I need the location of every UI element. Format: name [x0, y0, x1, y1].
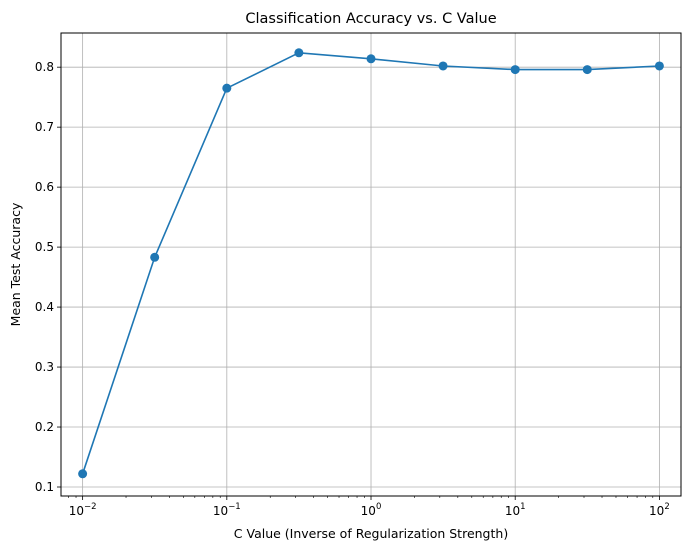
x-tick-exponent: −1 [228, 502, 241, 512]
x-tick-base: 10 [213, 504, 228, 518]
x-tick-base: 10 [361, 504, 376, 518]
x-tick-exponent: 0 [376, 502, 381, 512]
series [78, 48, 664, 479]
x-tick-base: 10 [649, 504, 664, 518]
data-point [438, 61, 448, 71]
x-axis: 10−2 10−1 100 101 102 [69, 496, 670, 518]
y-axis: 0.1 0.2 0.3 0.4 0.5 0.6 0.7 0.8 [35, 60, 61, 494]
plot-frame [60, 32, 682, 497]
x-tick-label: 102 [649, 502, 670, 518]
data-point [654, 61, 664, 71]
y-tick-label: 0.2 [35, 420, 54, 434]
data-point [510, 65, 520, 75]
y-tick-label: 0.1 [35, 480, 54, 494]
x-minor-ticks [68, 496, 654, 498]
data-point [222, 83, 232, 93]
data-point [294, 48, 304, 58]
data-point [582, 65, 592, 75]
x-tick-base: 10 [505, 504, 520, 518]
y-tick-label: 0.7 [35, 120, 54, 134]
y-tick-label: 0.8 [35, 60, 54, 74]
x-tick-label: 10−2 [69, 502, 97, 518]
x-tick-exponent: −2 [84, 502, 97, 512]
y-axis-label: Mean Test Accuracy [8, 202, 23, 326]
grid [61, 33, 681, 496]
data-point [366, 54, 376, 64]
x-tick-label: 10−1 [213, 502, 241, 518]
x-tick-exponent: 1 [520, 502, 525, 512]
y-tick-label: 0.3 [35, 360, 54, 374]
y-tick-label: 0.5 [35, 240, 54, 254]
chart-title: Classification Accuracy vs. C Value [245, 11, 496, 27]
x-tick-exponent: 2 [664, 502, 669, 512]
x-axis-label: C Value (Inverse of Regularization Stren… [234, 526, 508, 541]
data-point [150, 252, 160, 262]
y-tick-label: 0.4 [35, 300, 54, 314]
data-point [78, 469, 88, 479]
y-tick-label: 0.6 [35, 180, 54, 194]
x-tick-label: 101 [505, 502, 526, 518]
x-tick-base: 10 [69, 504, 84, 518]
x-tick-label: 100 [361, 502, 382, 518]
